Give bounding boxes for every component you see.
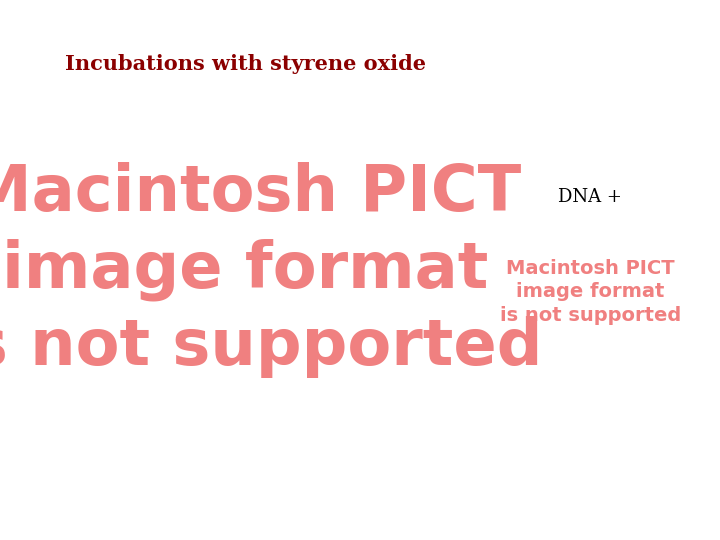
Text: Macintosh PICT
image format
is not supported: Macintosh PICT image format is not suppo… [500,259,681,325]
Text: DNA +: DNA + [559,188,622,206]
Text: Incubations with styrene oxide: Incubations with styrene oxide [65,54,426,74]
Text: Macintosh PICT
image format
is not supported: Macintosh PICT image format is not suppo… [0,162,542,378]
